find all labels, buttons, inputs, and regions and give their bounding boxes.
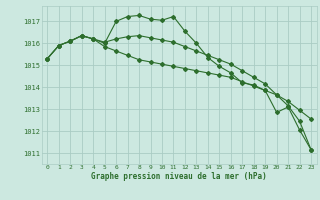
X-axis label: Graphe pression niveau de la mer (hPa): Graphe pression niveau de la mer (hPa): [91, 172, 267, 181]
